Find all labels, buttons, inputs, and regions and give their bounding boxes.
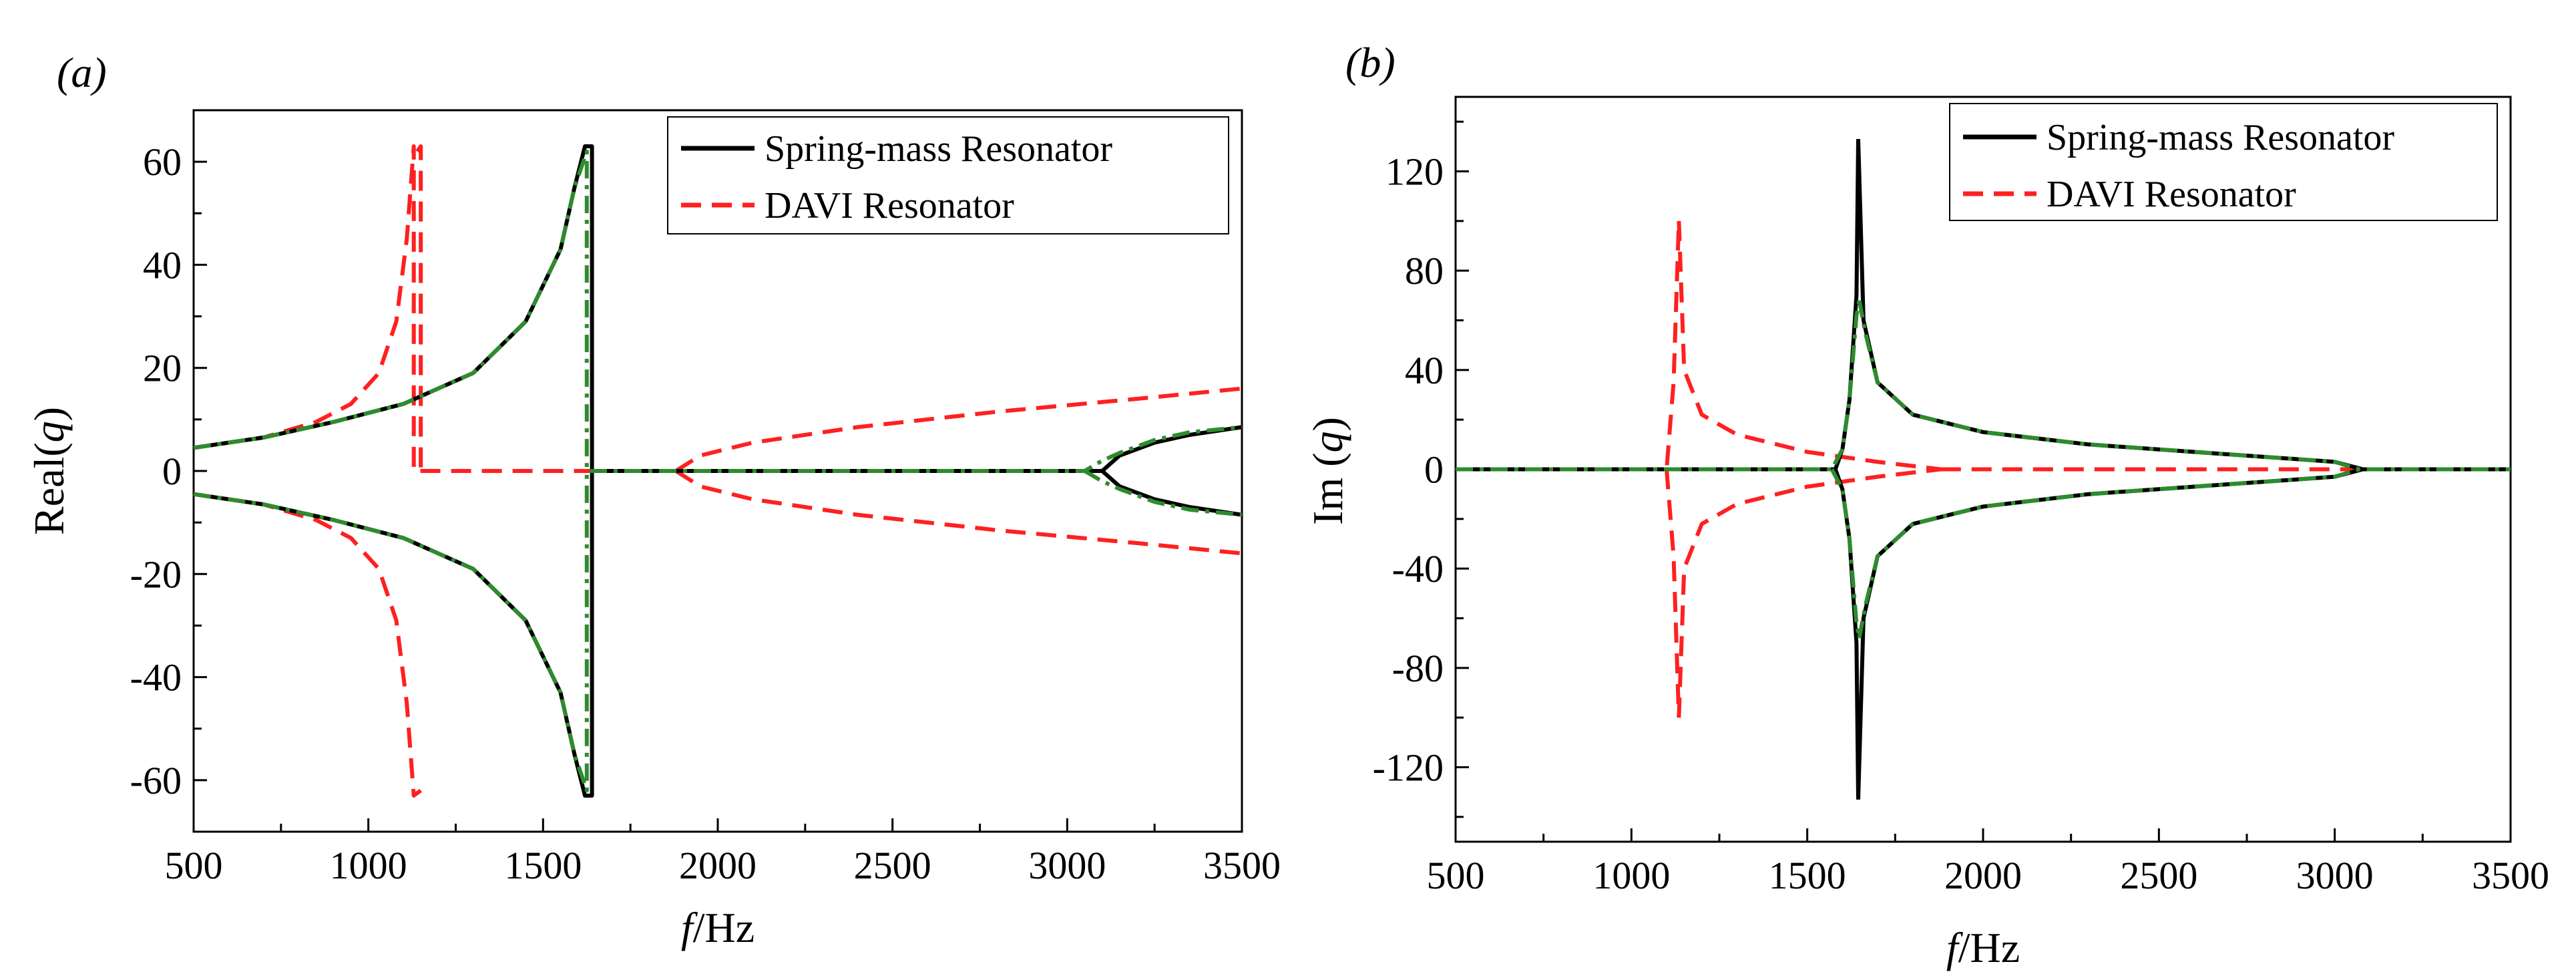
panel-a-label: (a)	[57, 49, 107, 96]
panel-b-x-tick-label: 500	[1427, 854, 1485, 897]
panel-b-y-tick-label: -40	[1392, 547, 1444, 591]
panel-a-y-label-italic: q	[25, 421, 73, 442]
panel-b-x-tick-label: 2000	[1944, 854, 2022, 897]
panel-a-series-davi-resonator-branch-4	[674, 469, 1243, 556]
panel-a-y-tick-label: 20	[143, 347, 182, 390]
panel-a-y-tick-label: -40	[130, 656, 182, 699]
panel-b-y-label-italic: q	[1304, 431, 1351, 452]
panel-a-series-simulation-branch-1	[193, 471, 589, 793]
panel-b-series-davi-resonator-branch-0	[1456, 220, 1681, 472]
panel-b-y-label-pre: Im (	[1304, 452, 1351, 524]
panel-b-legend-label-davi: DAVI Resonator	[2047, 174, 2296, 215]
panel-a-y-tick-label: -60	[130, 759, 182, 802]
panel-a-x-ticks: 500 1000 1500 2000 2500 3000 3500	[165, 818, 1281, 887]
panel-a-series-davi-resonator-branch-3	[674, 386, 1243, 473]
panel-a-series-simulation-branch-2	[1083, 469, 1243, 517]
panel-a-legend-label-davi: DAVI Resonator	[765, 185, 1014, 226]
panel-b-x-label-rest: /Hz	[1958, 924, 2020, 971]
panel-b-series-simulation-branch-1	[1857, 300, 2511, 472]
panel-b-x-tick-label: 1000	[1592, 854, 1670, 897]
panel-a-series-spring-mass-resonator-branch-3	[1100, 469, 1243, 517]
panel-b-label: (b)	[1345, 39, 1396, 86]
panel-b-x-tick-label: 1500	[1769, 854, 1846, 897]
panel-a-x-tick-label: 3000	[1028, 844, 1106, 887]
panel-a-x-tick-label: 500	[165, 844, 223, 887]
panel-a-legend-box	[667, 116, 1229, 234]
panel-a-y-tick-label: 40	[143, 243, 182, 287]
panel-a-x-tick-label: 1000	[330, 844, 407, 887]
panel-b-y-tick-label: -120	[1373, 746, 1444, 790]
panel-b-legend-label-spring-mass: Spring-mass Resonator	[2047, 117, 2394, 158]
panel-b-x-axis-label: f/Hz	[1946, 924, 2020, 971]
panel-a-y-label-post: )	[25, 407, 73, 421]
panel-b-series-simulation-branch-3	[1857, 467, 2360, 639]
panel-b-series-davi-resonator-branch-4	[1677, 467, 1942, 718]
panel-b: (b) 500 1000 1500 2000 2500 3000 3500 -120-80-…	[1304, 39, 2549, 971]
panel-b-y-ticks: -120 -80 -40 0 40 80 120	[1373, 120, 1469, 818]
panel-b-y-label-post: )	[1304, 417, 1351, 431]
panel-b-legend: Spring-mass Resonator DAVI Resonator	[1949, 103, 2498, 221]
panel-a-y-tick-label: 60	[143, 140, 182, 184]
panel-b-series-simulation-branch-0	[1456, 300, 1862, 472]
panel-b-curves	[1456, 139, 2511, 800]
panel-a-y-tick-label: -20	[130, 552, 182, 596]
panel-a-y-label-pre: Real(	[25, 442, 73, 535]
panel-b-y-tick-label: 80	[1405, 249, 1444, 293]
panel-a-series-simulation-branch-0	[193, 149, 1243, 473]
panel-a-x-tick-label: 2500	[854, 844, 931, 887]
panel-b-series-spring-mass-resonator-branch-2	[1833, 468, 1860, 800]
panel-a: (a) 500 1000 1500 2000 2500 3000 3500 -60 -40 -2…	[25, 49, 1281, 951]
panel-a-x-tick-label: 2000	[679, 844, 757, 887]
panel-a-series-davi-resonator-branch-1	[193, 492, 422, 798]
panel-a-x-tick-label: 3500	[1203, 844, 1281, 887]
panel-a-x-label-rest: /Hz	[693, 904, 755, 951]
panel-a-x-tick-label: 1500	[504, 844, 582, 887]
panel-b-x-tick-label: 3000	[2296, 854, 2374, 897]
panel-a-x-axis-label: f/Hz	[681, 904, 755, 951]
panel-b-series-spring-mass-resonator-branch-0	[1456, 139, 1860, 472]
panel-a-y-tick-label: 0	[162, 450, 182, 493]
panel-b-series-davi-resonator-branch-3	[1665, 469, 1681, 718]
panel-a-y-axis-label: Real(q)	[25, 407, 73, 535]
panel-b-x-tick-label: 2500	[2120, 854, 2197, 897]
panel-a-series-spring-mass-resonator-branch-1	[193, 471, 594, 798]
panel-b-y-tick-label: -80	[1392, 647, 1444, 690]
panel-a-series-davi-resonator-branch-2	[415, 144, 423, 471]
panel-b-y-tick-label: 120	[1385, 150, 1444, 194]
panel-a-curves	[193, 144, 1243, 798]
panel-b-series-simulation-branch-2	[1830, 468, 1862, 639]
panel-b-y-tick-label: 40	[1405, 349, 1444, 392]
panel-b-legend-box	[1949, 103, 2498, 221]
panel-b-y-axis-label: Im (q)	[1304, 417, 1351, 525]
panel-a-series-spring-mass-resonator-branch-2	[1100, 425, 1243, 473]
panel-a-legend: Spring-mass Resonator DAVI Resonator	[667, 116, 1229, 234]
panel-a-legend-label-spring-mass: Spring-mass Resonator	[765, 128, 1112, 170]
panel-b-series-davi-resonator-branch-1	[1677, 220, 1942, 472]
panel-b-y-tick-label: 0	[1424, 448, 1444, 492]
panel-b-x-ticks: 500 1000 1500 2000 2500 3000 3500	[1427, 828, 2549, 897]
panel-b-x-tick-label: 3500	[2472, 854, 2549, 897]
panel-a-y-ticks: -60 -40 -20 0 20 40 60	[130, 109, 207, 833]
